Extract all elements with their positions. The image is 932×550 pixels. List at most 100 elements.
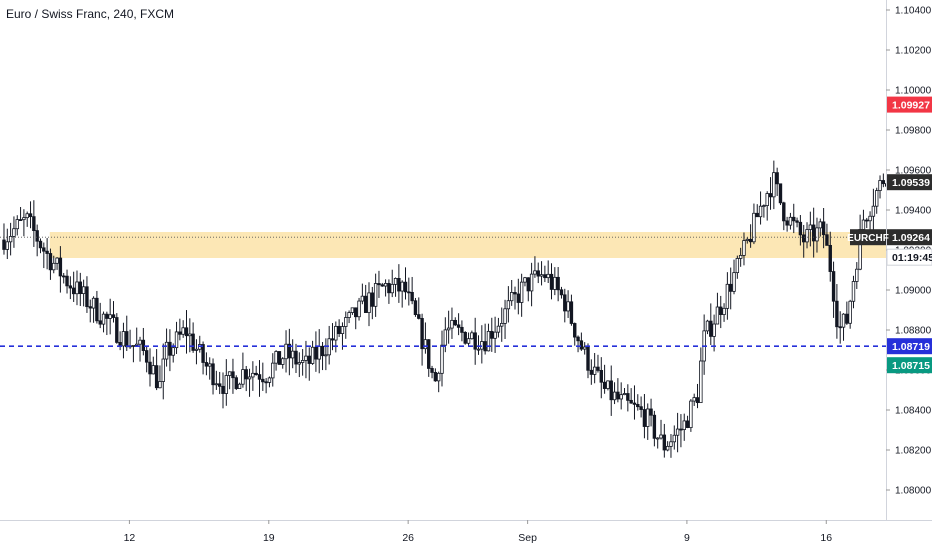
candle xyxy=(649,398,653,427)
candle xyxy=(363,284,368,313)
candle xyxy=(393,277,398,297)
candle-body xyxy=(71,287,76,295)
candle xyxy=(699,347,703,404)
current-price-badge-bg xyxy=(887,229,932,246)
candle xyxy=(427,339,431,377)
candle-body xyxy=(340,326,345,334)
x-tick-label: 12 xyxy=(124,532,136,544)
candle-body xyxy=(42,247,46,252)
stop-price-badge-bg xyxy=(887,96,932,113)
candle-body xyxy=(247,376,252,380)
candle xyxy=(310,340,315,365)
candle-body xyxy=(579,340,584,350)
candle-body xyxy=(602,381,607,389)
candle xyxy=(300,349,305,376)
candle xyxy=(327,325,331,365)
candle-body xyxy=(237,383,242,389)
candle-body xyxy=(808,224,813,230)
candle xyxy=(42,242,46,269)
candle xyxy=(486,323,491,352)
candle-body xyxy=(785,220,789,226)
candle xyxy=(476,335,481,355)
candle xyxy=(360,283,365,305)
candle xyxy=(38,238,43,254)
candle xyxy=(108,298,112,335)
candle-body xyxy=(413,300,418,315)
candle xyxy=(811,207,816,258)
candle-body xyxy=(516,293,521,303)
candle xyxy=(224,359,229,406)
candle xyxy=(881,173,886,188)
candle xyxy=(503,299,507,339)
candle-body xyxy=(101,313,106,325)
candle xyxy=(566,290,570,318)
candle-body xyxy=(274,351,278,364)
candle-body xyxy=(563,294,567,312)
candle-body xyxy=(586,346,590,371)
candle-body xyxy=(217,383,222,387)
candle-body xyxy=(370,292,375,307)
candle-body xyxy=(513,292,517,295)
candle xyxy=(337,319,341,337)
candle-body xyxy=(712,323,716,337)
candle-body xyxy=(685,420,690,428)
candle xyxy=(2,223,6,255)
candle xyxy=(483,323,487,355)
y-tick-label: 1.09000 xyxy=(895,286,932,297)
candle-body xyxy=(430,368,434,373)
candle-body xyxy=(417,314,421,319)
candle-body xyxy=(161,358,165,382)
candle xyxy=(55,257,59,270)
candle-body xyxy=(25,213,29,219)
candle-body xyxy=(868,215,872,222)
candle xyxy=(685,415,690,429)
candle xyxy=(715,292,720,325)
candle-body xyxy=(397,278,401,292)
candle-body xyxy=(851,281,856,302)
candle xyxy=(118,331,122,351)
candle-body xyxy=(782,202,786,222)
candle-body xyxy=(745,238,749,241)
candle-body xyxy=(692,397,696,402)
candle xyxy=(377,270,381,298)
candle xyxy=(105,311,109,336)
candle-body xyxy=(58,257,63,277)
candle-body xyxy=(188,333,192,337)
x-tick-label: 9 xyxy=(684,532,690,544)
candle-body xyxy=(38,240,43,249)
candle-body xyxy=(267,377,272,383)
candle xyxy=(533,256,537,278)
candle-body xyxy=(616,391,620,400)
candle-body xyxy=(400,281,404,292)
candle xyxy=(516,278,521,315)
candle xyxy=(184,310,189,354)
candle xyxy=(509,280,514,306)
candle xyxy=(135,327,139,346)
candle xyxy=(201,341,205,375)
candle xyxy=(748,224,753,248)
candle-body xyxy=(496,325,501,333)
countdown-badge: 01:19:45 xyxy=(886,248,932,266)
candle-body xyxy=(748,238,753,243)
candle xyxy=(742,232,746,266)
candle-body xyxy=(138,339,142,345)
candle-body xyxy=(403,281,408,293)
candle-body xyxy=(65,275,69,287)
candle-body xyxy=(626,393,630,401)
candle-body xyxy=(211,363,215,386)
candle-body xyxy=(131,344,136,347)
candle-body xyxy=(121,331,126,347)
candle-body xyxy=(636,403,640,408)
candle-body xyxy=(254,372,258,376)
candle-body xyxy=(503,308,507,324)
candle-body xyxy=(533,270,537,275)
target-price-badge-bg xyxy=(887,357,932,374)
candle xyxy=(191,322,195,353)
candle xyxy=(828,231,832,282)
candle-body xyxy=(68,285,73,289)
candle xyxy=(48,248,53,280)
candle-body xyxy=(576,336,580,342)
candle-body xyxy=(420,318,424,350)
candle-body xyxy=(792,216,796,222)
